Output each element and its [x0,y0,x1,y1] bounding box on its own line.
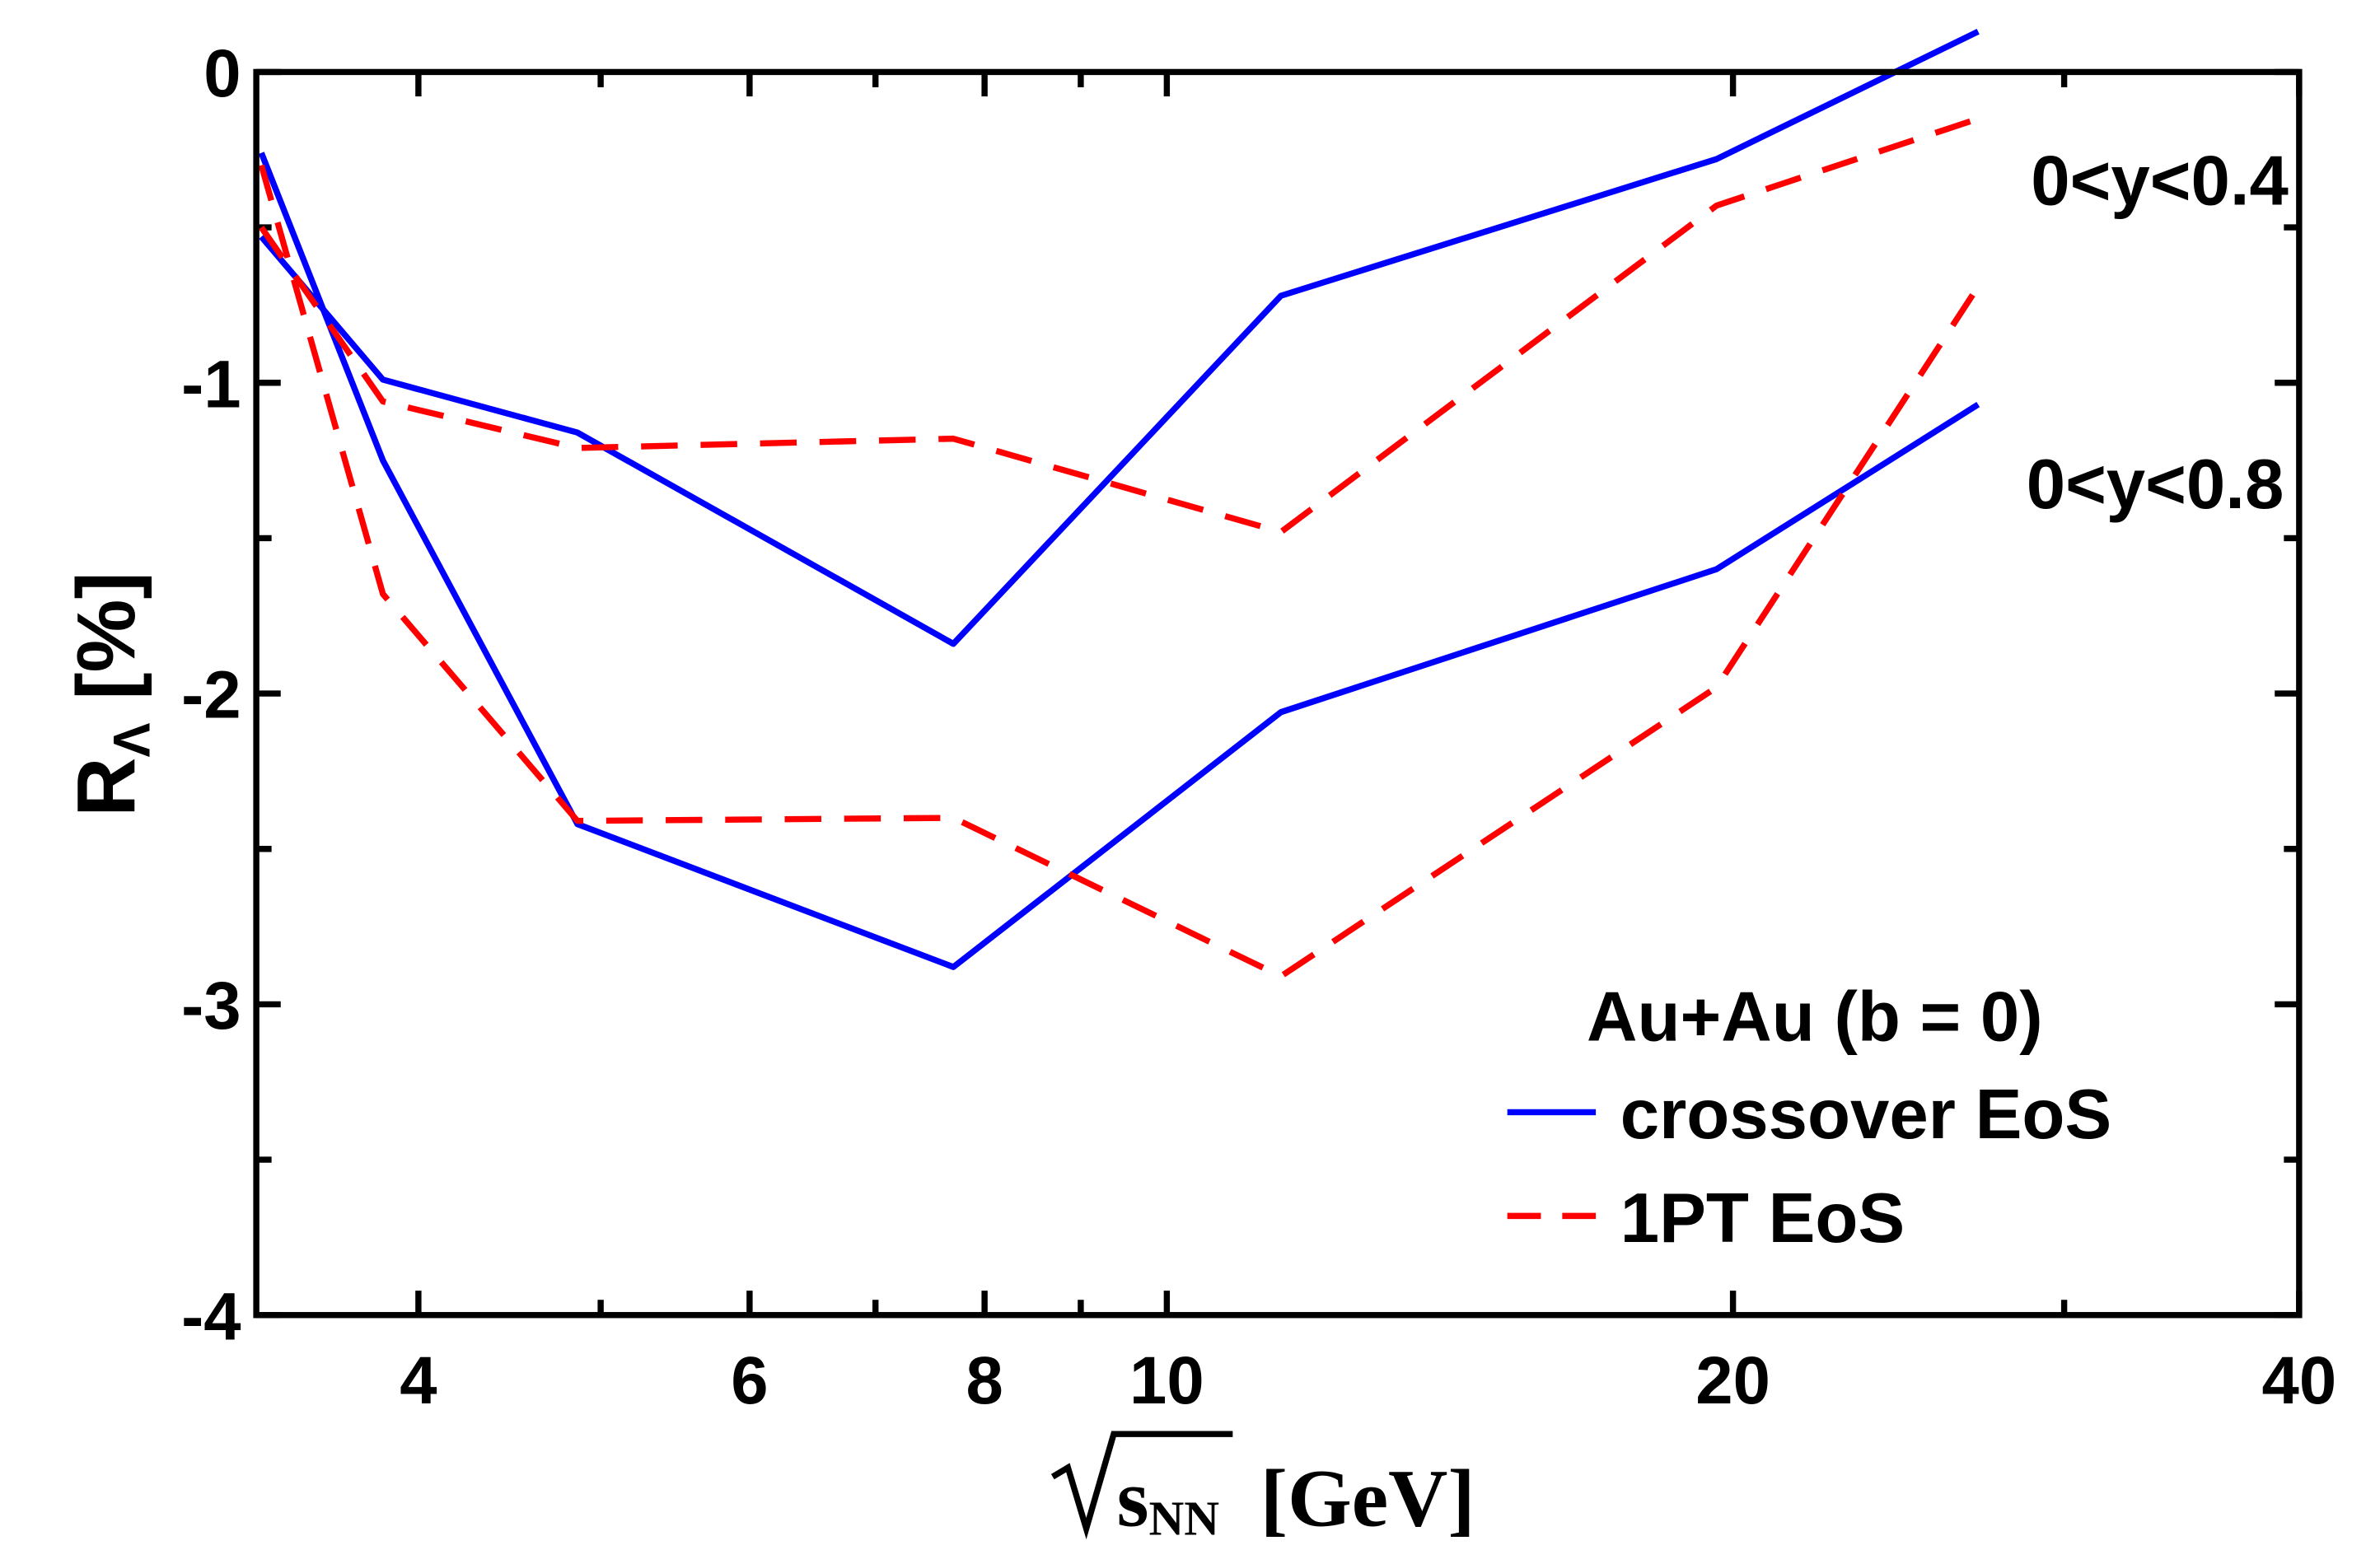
legend-title: Au+Au (b = 0) [1587,978,2043,1056]
series-line [259,29,1980,647]
ylabel-unit: [%] [60,572,152,700]
svg-text:sNN: sNN [1117,1452,1220,1545]
series-lines [258,29,1981,980]
annotation-upper: 0<y<0.4 [2031,142,2289,221]
sqrt-sign-icon [1050,1431,1233,1540]
x-tick-label: 20 [1695,1343,1770,1418]
y-tick-label: -4 [181,1279,241,1354]
xlabel-symbol: s [1117,1452,1149,1543]
series-line [258,164,1981,980]
annotation-lower: 0<y<0.8 [2027,446,2284,524]
svg-text:RΛ [%]: RΛ [%] [60,572,161,817]
x-tick-label: 4 [400,1343,437,1418]
y-tick-label: 0 [203,36,241,111]
series-line [258,152,1980,970]
x-tick-label: 10 [1129,1343,1204,1418]
x-axis-label: sNN [GeV] [1050,1431,1475,1545]
x-tick-label: 6 [731,1343,768,1418]
ylabel-sub: Λ [103,723,161,758]
xlabel-unit: [GeV] [1260,1452,1475,1543]
xlabel-sub: NN [1149,1491,1220,1545]
series-line [259,115,1980,535]
x-tick-label: 40 [2262,1343,2337,1418]
legend: Au+Au (b = 0) crossover EoS 1PT EoS [1507,978,2111,1258]
x-tick-label: 8 [966,1343,1003,1418]
y-tick-label: -3 [181,969,241,1043]
legend-entry-1pt: 1PT EoS [1620,1179,1905,1258]
tick-labels: 4 6 8 10 20 40 0 -1 -2 -3 -4 [181,36,2336,1418]
legend-entry-crossover: crossover EoS [1620,1076,2111,1154]
y-axis-label: RΛ [%] [60,572,161,817]
ylabel-symbol: R [60,758,152,817]
y-tick-label: -1 [181,347,241,422]
plot-frame [253,68,2303,1319]
y-tick-label: -2 [181,658,241,733]
